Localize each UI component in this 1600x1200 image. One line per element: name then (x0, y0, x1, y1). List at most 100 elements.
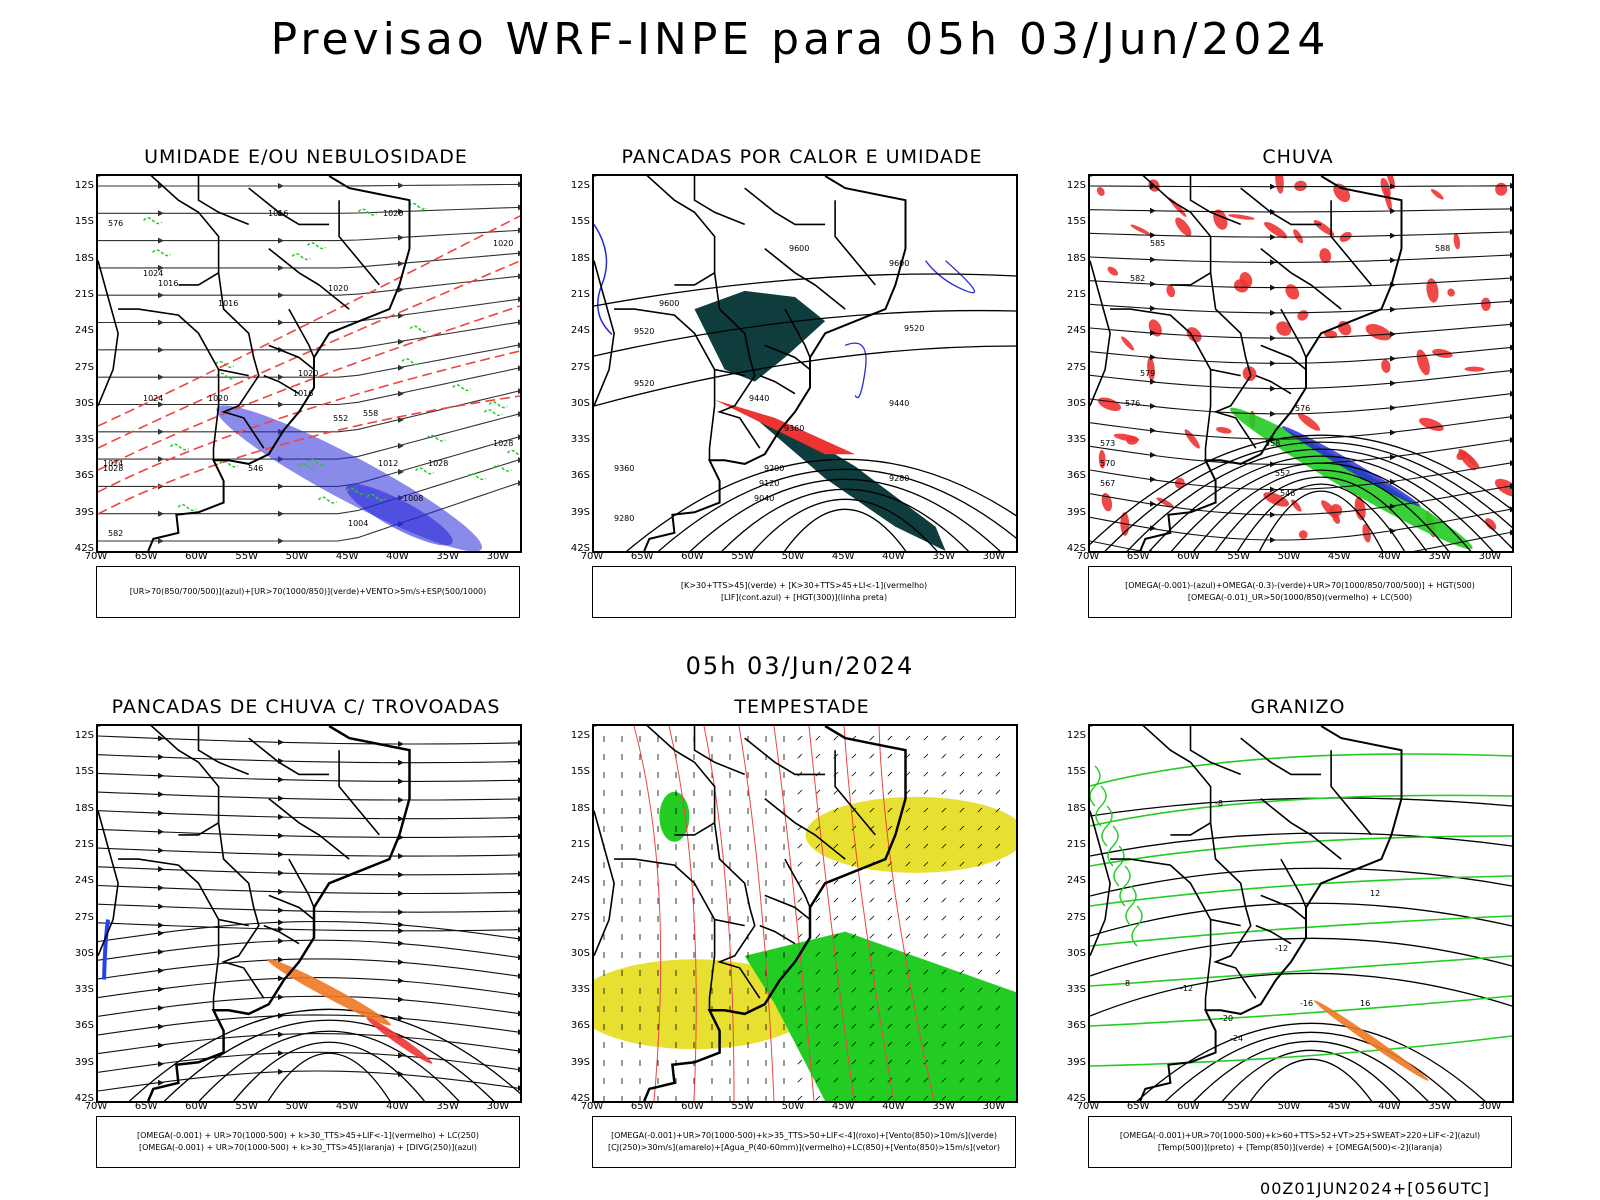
latitude-label: 24S (1058, 875, 1086, 886)
longitude-label: 30W (1475, 551, 1505, 562)
country-borders (1090, 726, 1402, 1101)
legend-line: [K>30+TTS>45](verde) + [K>30+TTS>45+LI<-… (681, 580, 927, 592)
longitude-label: 45W (332, 551, 362, 562)
longitude-label: 40W (382, 551, 412, 562)
main-title: Previsao WRF-INPE para 05h 03/Jun/2024 (0, 14, 1600, 65)
humidity-contour (489, 402, 507, 408)
latitude-label: 33S (1058, 434, 1086, 445)
rain-area (1414, 348, 1433, 377)
panel-chuva: CHUVA 588 585 582 579 576 573 570 567 576 558 552 5… (1058, 146, 1538, 626)
contour-label: 1020 (298, 369, 318, 378)
rain-area (1274, 176, 1284, 194)
longitude-label: 40W (1374, 1101, 1404, 1112)
map-canvas: 588 585 582 579 576 573 570 567 576 558 552 546 (1090, 176, 1512, 551)
forecast-date-label: 05h 03/Jun/2024 (0, 652, 1600, 680)
panel-tempestade: TEMPESTADE [OMEGA(-0.001)+UR>70(1000-500… (562, 696, 1042, 1176)
map-legend: [OMEGA(-0.001)-(azul)+OMEGA(-0.3)-(verde… (1088, 566, 1512, 618)
longitude-label: 60W (1173, 551, 1203, 562)
latitude-label: 39S (66, 1057, 94, 1068)
contour-label: 546 (248, 464, 263, 473)
contour-label: 558 (363, 409, 378, 418)
longitude-label: 35W (1425, 1101, 1455, 1112)
rain-area (1297, 529, 1308, 540)
latitude-label: 18S (562, 803, 590, 814)
longitude-label: 65W (627, 1101, 657, 1112)
humidity-contour (292, 254, 310, 260)
map-canvas: -8 -12 -12 -16 -20 -24 12 16 8 (1090, 726, 1512, 1101)
latitude-label: 21S (1058, 839, 1086, 850)
rain-area (1120, 335, 1136, 352)
rain-area (1291, 228, 1304, 245)
panel-title: GRANIZO (1058, 696, 1538, 718)
contour-label: 576 (1125, 399, 1140, 408)
map-legend: [OMEGA(-0.001)+UR>70(1000-500)+k>60+TTS>… (1088, 1116, 1512, 1168)
temp500-contour (1090, 973, 1512, 1016)
map-legend: [K>30+TTS>45](verde) + [K>30+TTS>45+LI<-… (592, 566, 1016, 618)
panel-granizo: GRANIZO -8 -12 -12 -16 -20 -24 12 16 8 [OMEGA(-0… (1058, 696, 1538, 1176)
streamlines (98, 735, 520, 1091)
contour-label: 9280 (889, 474, 909, 483)
contour-label: -12 (1275, 944, 1288, 953)
divergence-area (104, 920, 108, 980)
humidity-contour (319, 497, 337, 503)
latitude-label: 21S (1058, 289, 1086, 300)
rain-area (1262, 219, 1289, 241)
longitude-label: 70W (577, 1101, 607, 1112)
longitude-label: 55W (1224, 551, 1254, 562)
panel-title: TEMPESTADE (562, 696, 1042, 718)
longitude-label: 40W (878, 1101, 908, 1112)
longitude-label: 70W (577, 551, 607, 562)
latitude-label: 27S (66, 912, 94, 923)
contour-label: -24 (1230, 1034, 1243, 1043)
contour-label: 9200 (764, 464, 784, 473)
latitude-label: 39S (1058, 507, 1086, 518)
contour-label: 567 (1100, 479, 1115, 488)
contour-label: 573 (1100, 439, 1115, 448)
contour-label: -12 (1180, 984, 1193, 993)
contour-label: 9520 (634, 327, 654, 336)
map-frame: 9600 9600 9600 9520 9520 9520 9440 9440 9360 9360… (592, 174, 1018, 553)
humidity-contour (484, 410, 502, 416)
contour-label: 1016 (218, 299, 238, 308)
contour-label: 9040 (754, 494, 774, 503)
contour-label: 9520 (904, 324, 924, 333)
longitude-label: 40W (878, 551, 908, 562)
map-frame: 1016 1020 1020 1020 1016 1024 1020 1016 1024 1028… (96, 174, 522, 553)
panel-trovoadas: PANCADAS DE CHUVA C/ TROVOADAS [OMEGA(-0… (66, 696, 546, 1176)
thickness-contour (98, 261, 520, 448)
streamlines (98, 181, 520, 544)
longitude-label: 40W (382, 1101, 412, 1112)
longitude-label: 60W (1173, 1101, 1203, 1112)
latitude-label: 21S (562, 839, 590, 850)
rain-area (1296, 411, 1322, 434)
humidity-contour (409, 204, 427, 210)
panel-pancadas-calor: PANCADAS POR CALOR E UMIDADE 9600 9600 960… (562, 146, 1042, 626)
contour-label: 1016 (158, 279, 178, 288)
longitude-label: 45W (1324, 551, 1354, 562)
temp850-contour (1090, 876, 1512, 906)
humidity-contour (493, 465, 511, 471)
contour-label: 1024 (143, 394, 163, 403)
contour-label: 1028 (428, 459, 448, 468)
latitude-label: 30S (562, 948, 590, 959)
rain-area (1425, 277, 1440, 303)
longitude-label: 60W (181, 1101, 211, 1112)
longitude-label: 65W (627, 551, 657, 562)
latitude-label: 15S (1058, 766, 1086, 777)
contour-label: 9440 (889, 399, 909, 408)
rain-area (1363, 321, 1393, 344)
longitude-label: 70W (1073, 1101, 1103, 1112)
latitude-label: 18S (1058, 803, 1086, 814)
contour-label: 9440 (749, 394, 769, 403)
latitude-label: 39S (562, 507, 590, 518)
map-frame: 588 585 582 579 576 573 570 567 576 558 552 546 (1088, 174, 1514, 553)
legend-line: [CJ(250)>30m/s](amarelo)+[Agua_P(40-60mm… (608, 1142, 1000, 1154)
rain-area (1294, 180, 1308, 192)
legend-line: [LIF](cont.azul) + [HGT(300)](linha pret… (721, 592, 887, 604)
contour-label: 552 (1275, 469, 1290, 478)
rain-area (1453, 233, 1461, 250)
contour-label: 9600 (889, 259, 909, 268)
rain-area (1464, 366, 1484, 371)
contour-label: 9520 (634, 379, 654, 388)
contour-label: 588 (1435, 244, 1450, 253)
